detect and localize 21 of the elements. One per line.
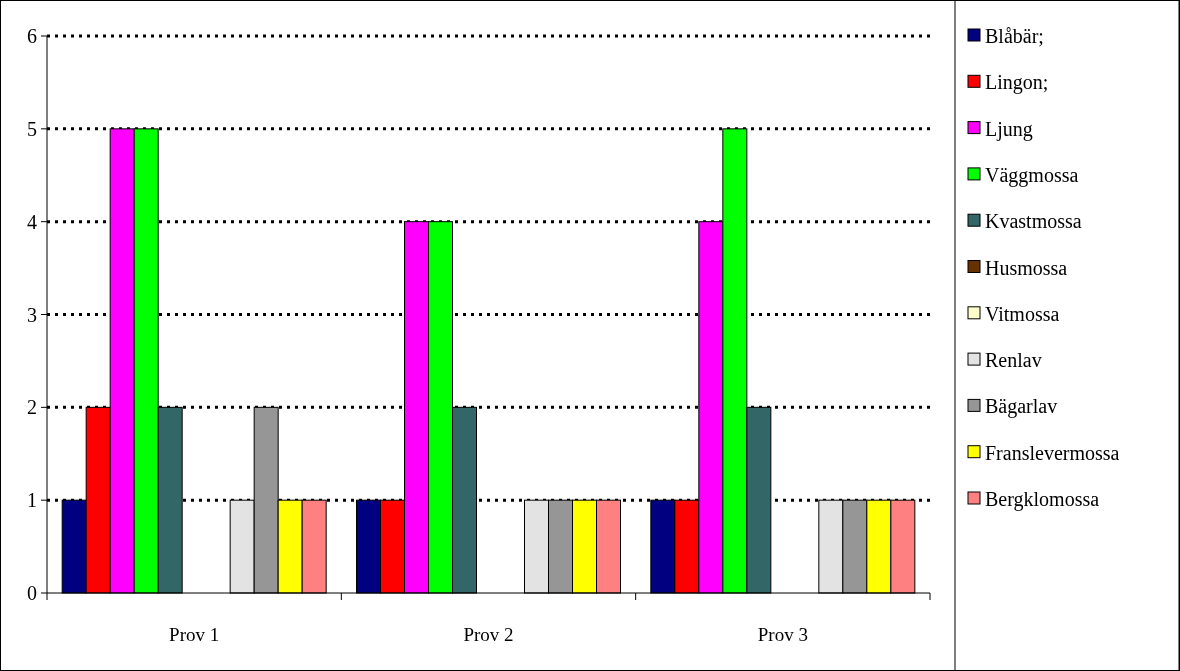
legend-label: Väggmossa <box>985 163 1079 187</box>
y-tick-label: 4 <box>27 210 37 233</box>
legend-label: Ljung <box>985 117 1033 141</box>
legend-label: Vitmossa <box>985 302 1060 325</box>
legend-label: Renlav <box>985 349 1042 372</box>
y-tick-label: 1 <box>27 489 37 512</box>
legend-label: Franslevermossa <box>985 441 1120 464</box>
x-tick-label: Prov 1 <box>169 624 220 645</box>
y-tick-label: 5 <box>27 117 37 140</box>
x-tick-label: Prov 3 <box>757 624 808 645</box>
y-tick-label: 2 <box>27 396 37 419</box>
y-tick-label: 0 <box>27 582 37 604</box>
legend-label: Bägarlav <box>985 395 1058 419</box>
legend-label: Lingon; <box>985 71 1049 95</box>
legend-label: Blåbär; <box>985 25 1044 47</box>
x-tick-label: Prov 2 <box>463 624 514 645</box>
legend-label: Kvastmossa <box>985 210 1082 233</box>
y-tick-label: 6 <box>27 25 37 47</box>
legend-label: Bergklomossa <box>985 488 1100 511</box>
legend-label: Husmossa <box>985 256 1068 279</box>
y-tick-label: 3 <box>27 303 37 326</box>
